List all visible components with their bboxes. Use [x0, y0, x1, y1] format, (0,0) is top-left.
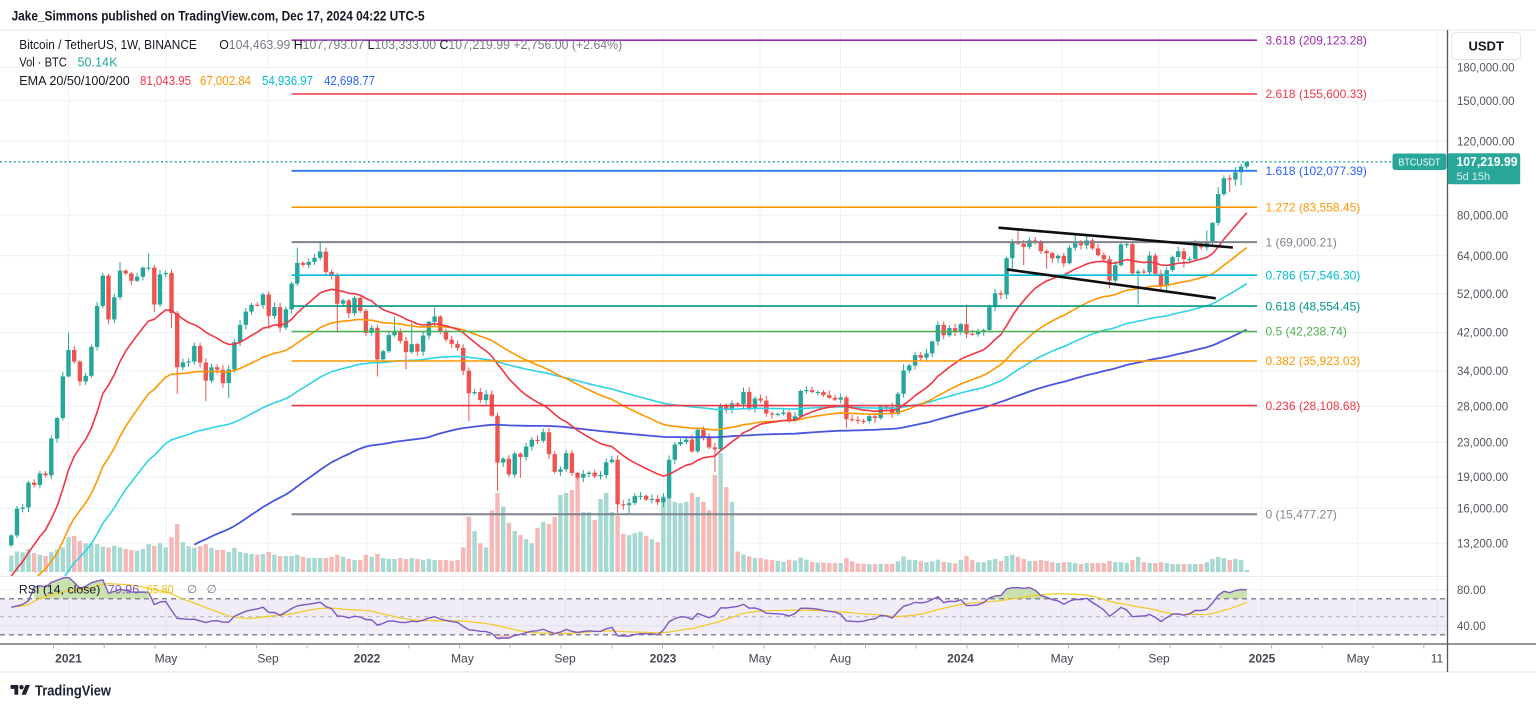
svg-text:40.00: 40.00 — [1457, 621, 1486, 633]
svg-text:Jake_Simmons published on Trad: Jake_Simmons published on TradingView.co… — [12, 8, 425, 23]
svg-text:79.96: 79.96 — [108, 582, 140, 596]
svg-text:May: May — [1051, 652, 1074, 666]
svg-text:64,000.00: 64,000.00 — [1457, 251, 1508, 263]
svg-text:2.618 (155,600.33): 2.618 (155,600.33) — [1266, 87, 1367, 101]
svg-text:1 (69,000.21): 1 (69,000.21) — [1266, 235, 1337, 249]
svg-text:3.618 (209,123.28): 3.618 (209,123.28) — [1266, 33, 1367, 47]
svg-text:Vol · BTC: Vol · BTC — [19, 56, 67, 70]
svg-text:23,000.00: 23,000.00 — [1457, 437, 1508, 449]
svg-text:1.272 (83,558.45): 1.272 (83,558.45) — [1266, 200, 1361, 214]
svg-text:BTCUSDT: BTCUSDT — [1399, 157, 1441, 168]
svg-text:50.14K: 50.14K — [78, 56, 119, 70]
svg-text:52,000.00: 52,000.00 — [1457, 289, 1508, 301]
svg-text:Sep: Sep — [554, 652, 576, 666]
svg-text:TradingView: TradingView — [35, 683, 112, 699]
svg-text:0.5 (42,238.74): 0.5 (42,238.74) — [1266, 325, 1347, 339]
svg-text:EMA 20/50/100/200: EMA 20/50/100/200 — [19, 74, 130, 88]
svg-text:28,000.00: 28,000.00 — [1457, 402, 1508, 414]
svg-text:107,219.99: 107,219.99 — [1457, 155, 1518, 169]
svg-text:USDT: USDT — [1469, 39, 1504, 54]
svg-text:∅: ∅ — [187, 584, 197, 596]
svg-text:0.786 (57,546.30): 0.786 (57,546.30) — [1266, 268, 1361, 282]
svg-text:67,002.84: 67,002.84 — [200, 74, 251, 88]
svg-text:81,043.95: 81,043.95 — [140, 74, 191, 88]
svg-text:1.618 (102,077.39): 1.618 (102,077.39) — [1266, 164, 1367, 178]
svg-text:180,000.00: 180,000.00 — [1457, 63, 1515, 75]
svg-text:19,000.00: 19,000.00 — [1457, 472, 1508, 484]
svg-text:Sep: Sep — [257, 652, 279, 666]
svg-text:0.236 (28,108.68): 0.236 (28,108.68) — [1266, 399, 1361, 413]
svg-text:0.382 (35,923.03): 0.382 (35,923.03) — [1266, 354, 1361, 368]
svg-text:May: May — [749, 652, 772, 666]
svg-text:150,000.00: 150,000.00 — [1457, 96, 1515, 108]
svg-text:2021: 2021 — [55, 652, 82, 666]
svg-text:RSI (14, close): RSI (14, close) — [19, 582, 100, 596]
svg-text:0 (15,477.27): 0 (15,477.27) — [1266, 507, 1337, 521]
svg-text:80,000.00: 80,000.00 — [1457, 210, 1508, 222]
svg-text:2025: 2025 — [1249, 652, 1276, 666]
svg-text:42,000.00: 42,000.00 — [1457, 328, 1508, 340]
svg-text:120,000.00: 120,000.00 — [1457, 136, 1515, 148]
svg-text:13,200.00: 13,200.00 — [1457, 538, 1508, 550]
svg-text:O104,463.99 H107,793.07 L103,3: O104,463.99 H107,793.07 L103,333.00 C107… — [219, 38, 622, 52]
svg-text:80.00: 80.00 — [1457, 585, 1486, 597]
svg-text:Sep: Sep — [1148, 652, 1170, 666]
svg-text:34,000.00: 34,000.00 — [1457, 366, 1508, 378]
svg-text:∅: ∅ — [207, 584, 217, 596]
svg-text:16,000.00: 16,000.00 — [1457, 504, 1508, 516]
svg-text:May: May — [155, 652, 178, 666]
svg-text:54,936.97: 54,936.97 — [262, 74, 313, 88]
svg-text:May: May — [451, 652, 474, 666]
svg-text:2024: 2024 — [947, 652, 974, 666]
svg-text:Bitcoin / TetherUS, 1W, BINANC: Bitcoin / TetherUS, 1W, BINANCE — [19, 38, 197, 52]
svg-text:May: May — [1347, 652, 1370, 666]
svg-text:42,698.77: 42,698.77 — [324, 74, 375, 88]
svg-text:2023: 2023 — [650, 652, 677, 666]
svg-text:5d 15h: 5d 15h — [1457, 171, 1491, 183]
svg-text:2022: 2022 — [354, 652, 381, 666]
svg-text:11: 11 — [1431, 652, 1444, 666]
svg-text:0.618 (48,554.45): 0.618 (48,554.45) — [1266, 299, 1361, 313]
svg-text:Aug: Aug — [830, 652, 851, 666]
svg-text:65.80: 65.80 — [147, 582, 174, 596]
